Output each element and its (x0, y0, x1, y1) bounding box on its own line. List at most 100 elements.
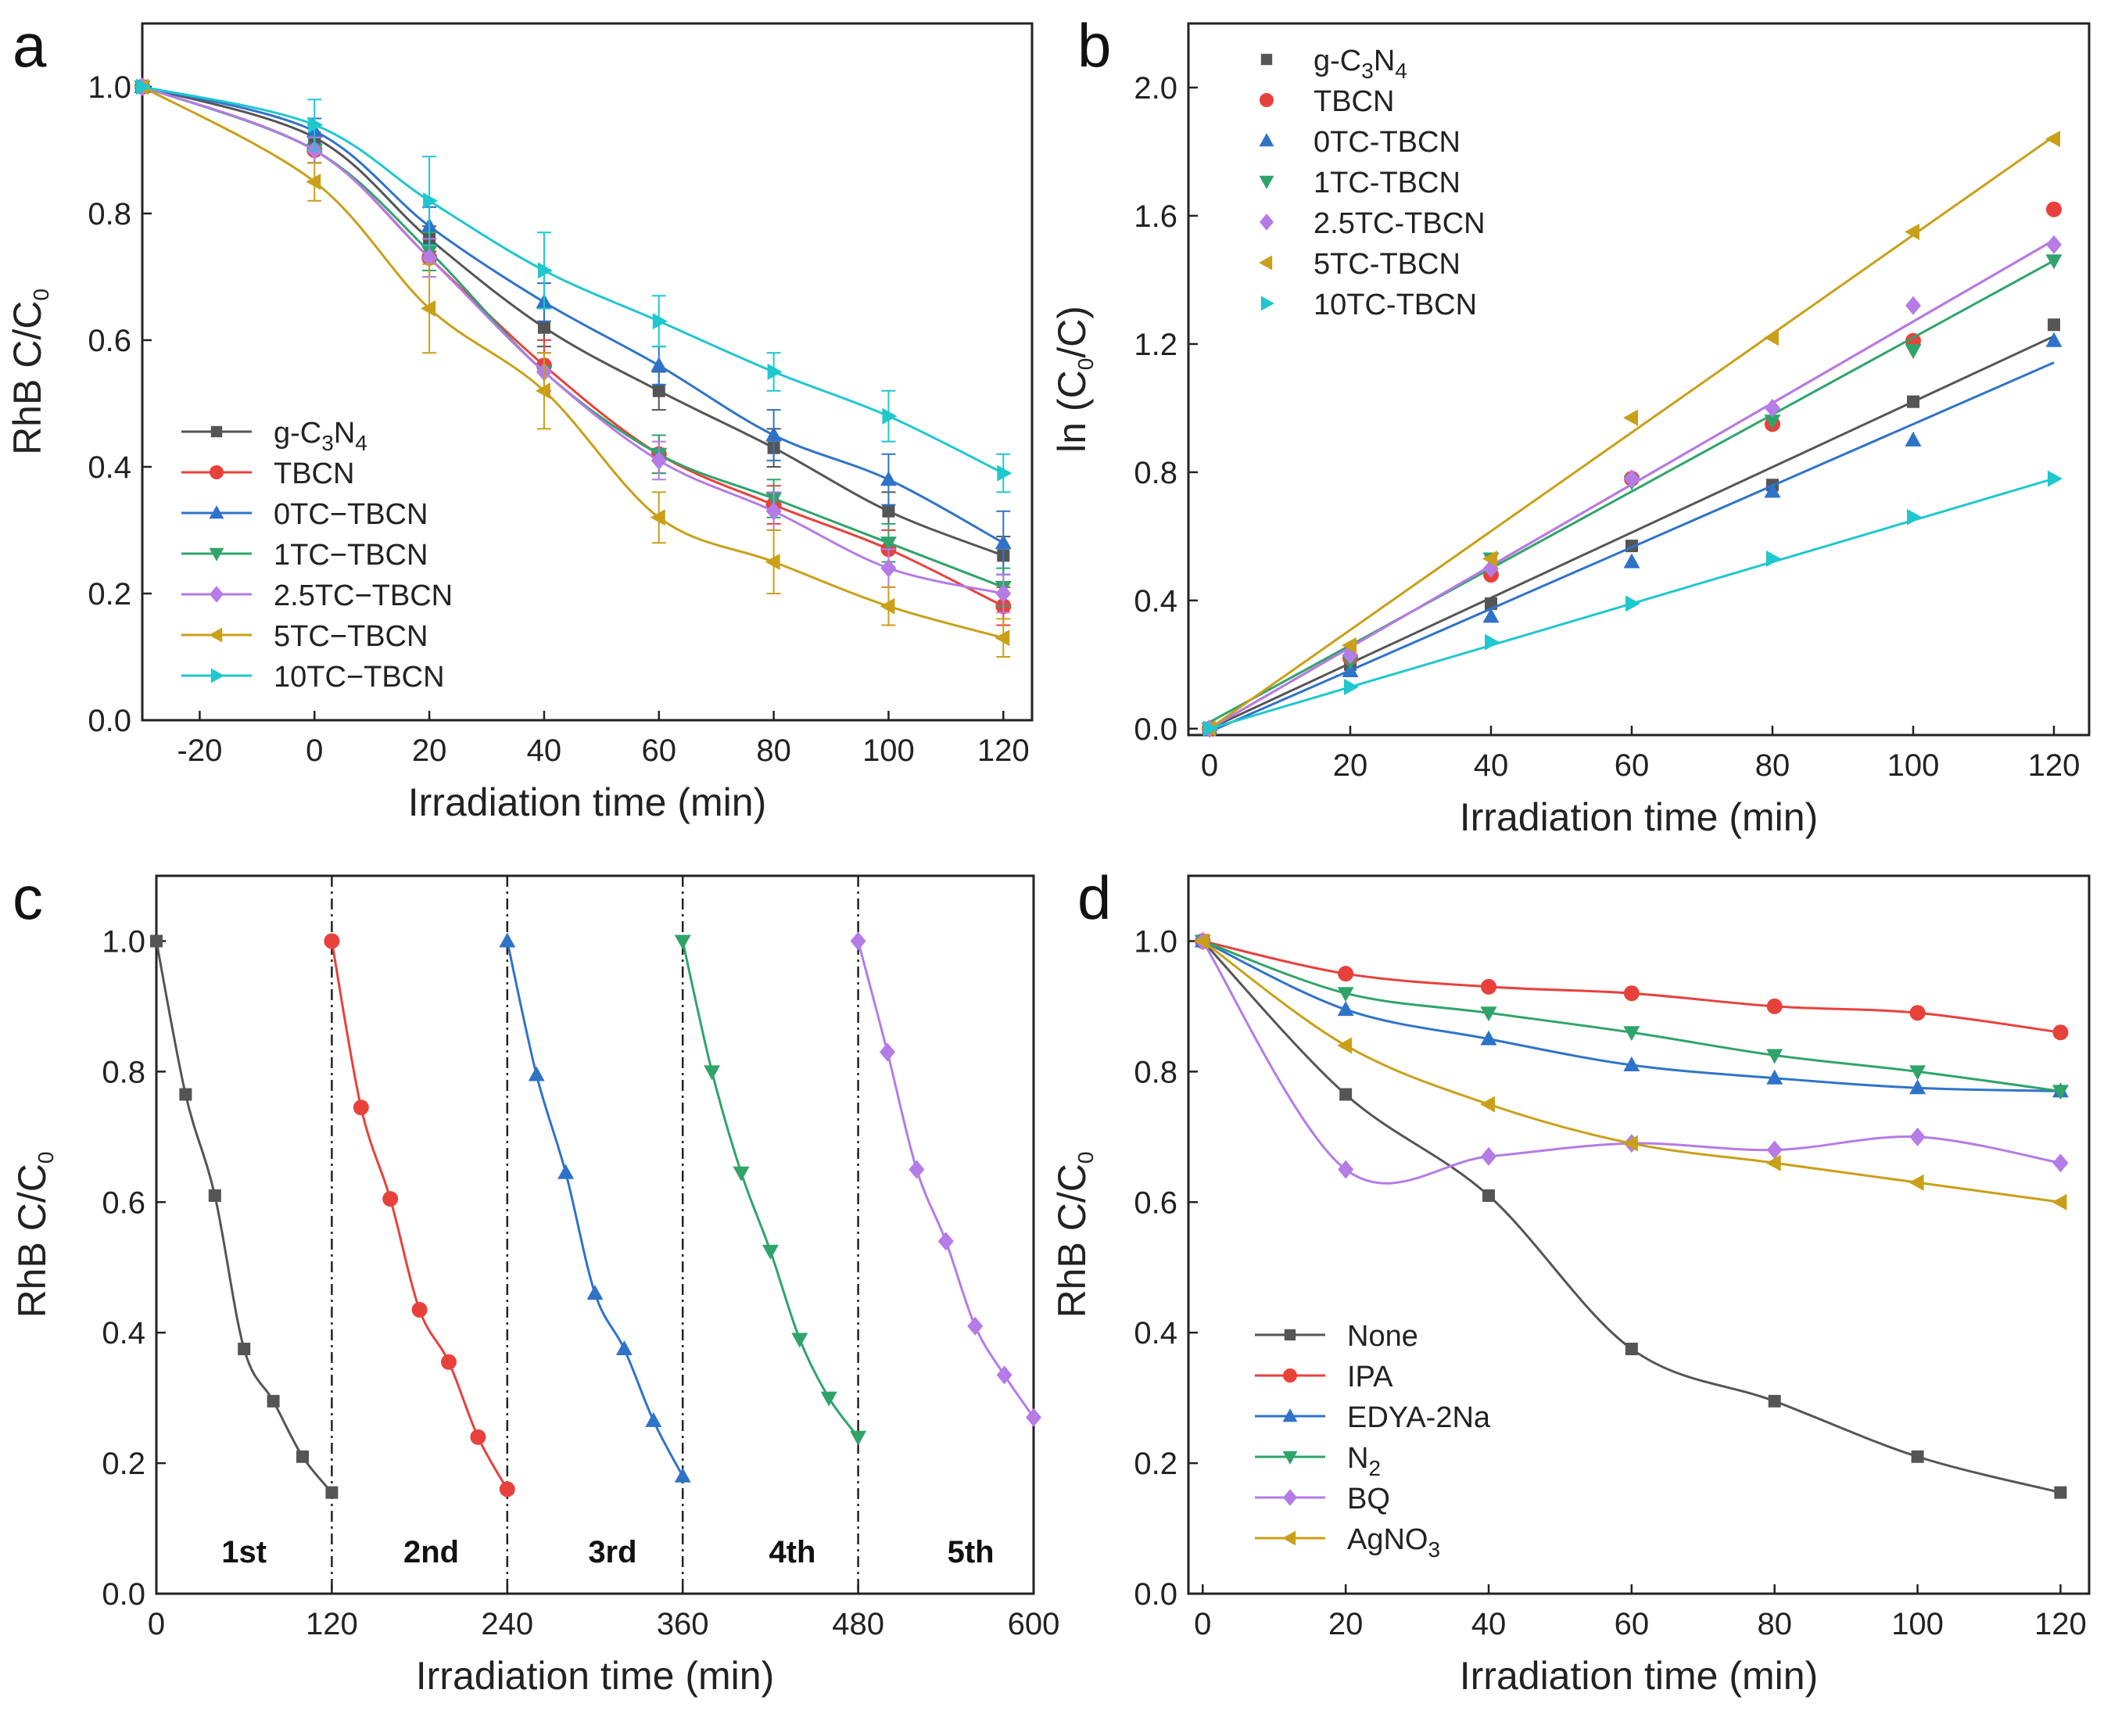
legend-marker (209, 547, 224, 561)
legend-marker (1259, 175, 1274, 189)
x-tick-label: 40 (1474, 748, 1509, 783)
legend-label-text: 0TC-TBCN (1314, 126, 1460, 159)
legend-label-text: N (1347, 1442, 1368, 1475)
data-point (995, 584, 1012, 603)
y-tick-label: 0.8 (1134, 1055, 1177, 1089)
legend-marker (1260, 53, 1273, 66)
data-point (652, 313, 668, 330)
data-point (1766, 998, 1783, 1014)
data-point (650, 509, 665, 526)
legend-label-text: 5TC-TBCN (1314, 248, 1460, 281)
panel-a: -20 0 20 40 60 80 100 1200.00.20.40.60.81.0Irra… (5, 11, 1034, 824)
data-point (1485, 633, 1500, 651)
y-axis-title-subscript: 0 (1073, 358, 1098, 371)
series-line (142, 85, 1004, 475)
x-tick-label: 60 (642, 733, 677, 768)
legend-label: TBCN (274, 457, 354, 490)
y-tick-label: 1.0 (102, 924, 145, 959)
cycle-label: 2nd (403, 1535, 459, 1569)
y-axis-title-subscript: 0 (29, 289, 53, 301)
legend-label-text: AgNO (1347, 1523, 1428, 1556)
legend-label-text: N (334, 417, 355, 450)
series-line (142, 85, 1004, 595)
data-point (1909, 1127, 1926, 1146)
y-tick-label: 0.2 (88, 577, 131, 612)
data-point (1623, 553, 1640, 569)
data-point (995, 629, 1010, 647)
data-point (882, 504, 895, 518)
data-point (1905, 296, 1921, 315)
legend-label: 1TC-TBCN (1314, 167, 1460, 199)
series-line (142, 85, 1005, 544)
legend-label: g-C3N4 (1314, 45, 1407, 83)
legend-label-text: 1TC−TBCN (274, 539, 428, 572)
data-point (1480, 1096, 1495, 1113)
legend-label: N2 (1347, 1442, 1381, 1480)
data-point (421, 248, 438, 267)
legend-label: 10TC−TBCN (274, 661, 445, 694)
data-point (1481, 978, 1496, 995)
x-tick-label: 240 (481, 1607, 533, 1641)
x-axis-title: Irradiation time (min) (1460, 1654, 1818, 1698)
data-point (1766, 551, 1781, 568)
y-axis-title-subscript: 0 (1073, 1152, 1098, 1164)
data-point (470, 1429, 486, 1445)
data-point (2045, 131, 2060, 148)
data-point (1764, 329, 1779, 346)
data-point (1342, 637, 1357, 654)
series-1TC-TBCN (134, 81, 1012, 608)
data-point (1766, 1140, 1783, 1160)
y-tick-label: 1.6 (1134, 199, 1177, 234)
data-point (762, 1244, 779, 1260)
data-point (1905, 431, 1922, 447)
series-0TC-TBCN (134, 78, 1012, 576)
data-point (2045, 254, 2063, 270)
y-tick-label: 0.4 (102, 1316, 145, 1350)
data-point (1625, 1343, 1638, 1356)
panel-d: 0 20 40 60 80 100 1200.00.20.40.60.81.0Irradia… (1050, 863, 2091, 1698)
legend-label: None (1347, 1320, 1418, 1353)
plot-frame (141, 22, 1034, 722)
data-point (995, 534, 1012, 550)
y-tick-label: 0.4 (1134, 1316, 1177, 1350)
data-point (1765, 1154, 1781, 1171)
data-point (2052, 1085, 2069, 1100)
series-line (142, 85, 1004, 589)
legend-label-text: g-C (274, 417, 321, 450)
data-point (615, 1340, 633, 1356)
series-line (1202, 940, 2061, 1203)
data-point (382, 1191, 399, 1207)
legend-label-text: BQ (1347, 1483, 1390, 1515)
data-point (645, 1411, 662, 1427)
legend-marker (1259, 255, 1273, 271)
legend-label-subscript: 3 (321, 431, 334, 455)
panel-label: c (13, 863, 43, 932)
y-tick-label: 1.0 (88, 70, 131, 105)
data-point (586, 1285, 604, 1300)
series-line (142, 85, 1004, 640)
legend-label: 0TC-TBCN (1314, 126, 1460, 159)
data-point (2054, 1486, 2067, 1499)
data-point (537, 262, 553, 279)
data-point (1338, 966, 1354, 982)
series-line (155, 941, 333, 1494)
data-point (1481, 1146, 1496, 1166)
x-tick-label: 120 (2034, 1607, 2087, 1641)
legend-label-text: g-C (1314, 45, 1361, 77)
data-point (651, 450, 667, 470)
series-cycle-1 (150, 934, 339, 1499)
data-point (423, 192, 439, 210)
series-10TC-TBCN (136, 78, 1012, 493)
data-point (1905, 344, 1922, 360)
x-tick-label: 480 (832, 1607, 884, 1641)
data-point (704, 1065, 721, 1081)
x-tick-label: 80 (756, 733, 791, 768)
x-tick-label: 80 (1755, 748, 1790, 783)
data-point (296, 1450, 309, 1463)
fit-line (1209, 260, 2055, 723)
y-axis-title: RhB C/C0 (5, 289, 53, 455)
legend-marker (210, 586, 224, 603)
